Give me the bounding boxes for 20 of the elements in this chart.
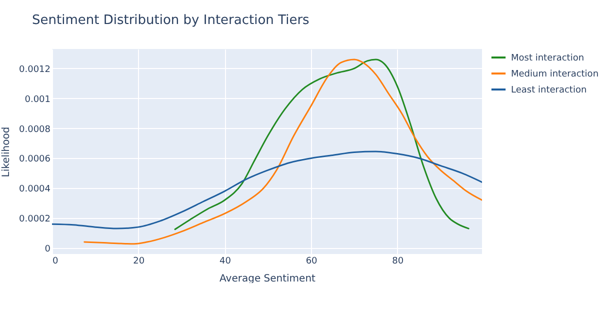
line-series xyxy=(52,150,482,230)
y-tick-label: 0.001 xyxy=(24,94,50,105)
y-tick-label: 0.0004 xyxy=(19,184,51,195)
y-tick-label: 0.0008 xyxy=(19,124,51,135)
y-tick-label: 0 xyxy=(44,244,51,255)
x-tick-label: 60 xyxy=(306,256,318,266)
y-axis-title: Likelihood xyxy=(1,126,12,178)
x-tick-label: 0 xyxy=(52,256,58,266)
y-tick-label: 0.0002 xyxy=(19,214,50,225)
legend-label: Medium interaction xyxy=(511,70,599,80)
legend-label: Most interaction xyxy=(511,54,584,64)
y-tick-label: 0.0012 xyxy=(19,64,50,75)
x-tick-label: 40 xyxy=(219,256,232,266)
x-tick-label: 80 xyxy=(392,256,404,266)
line-series xyxy=(84,58,482,245)
legend-label: Least interaction xyxy=(511,86,587,96)
line-series xyxy=(174,58,470,230)
y-tick-label: 0.0006 xyxy=(19,154,51,165)
x-tick-label: 20 xyxy=(133,256,145,266)
chart-title: Sentiment Distribution by Interaction Tiers xyxy=(32,13,310,28)
